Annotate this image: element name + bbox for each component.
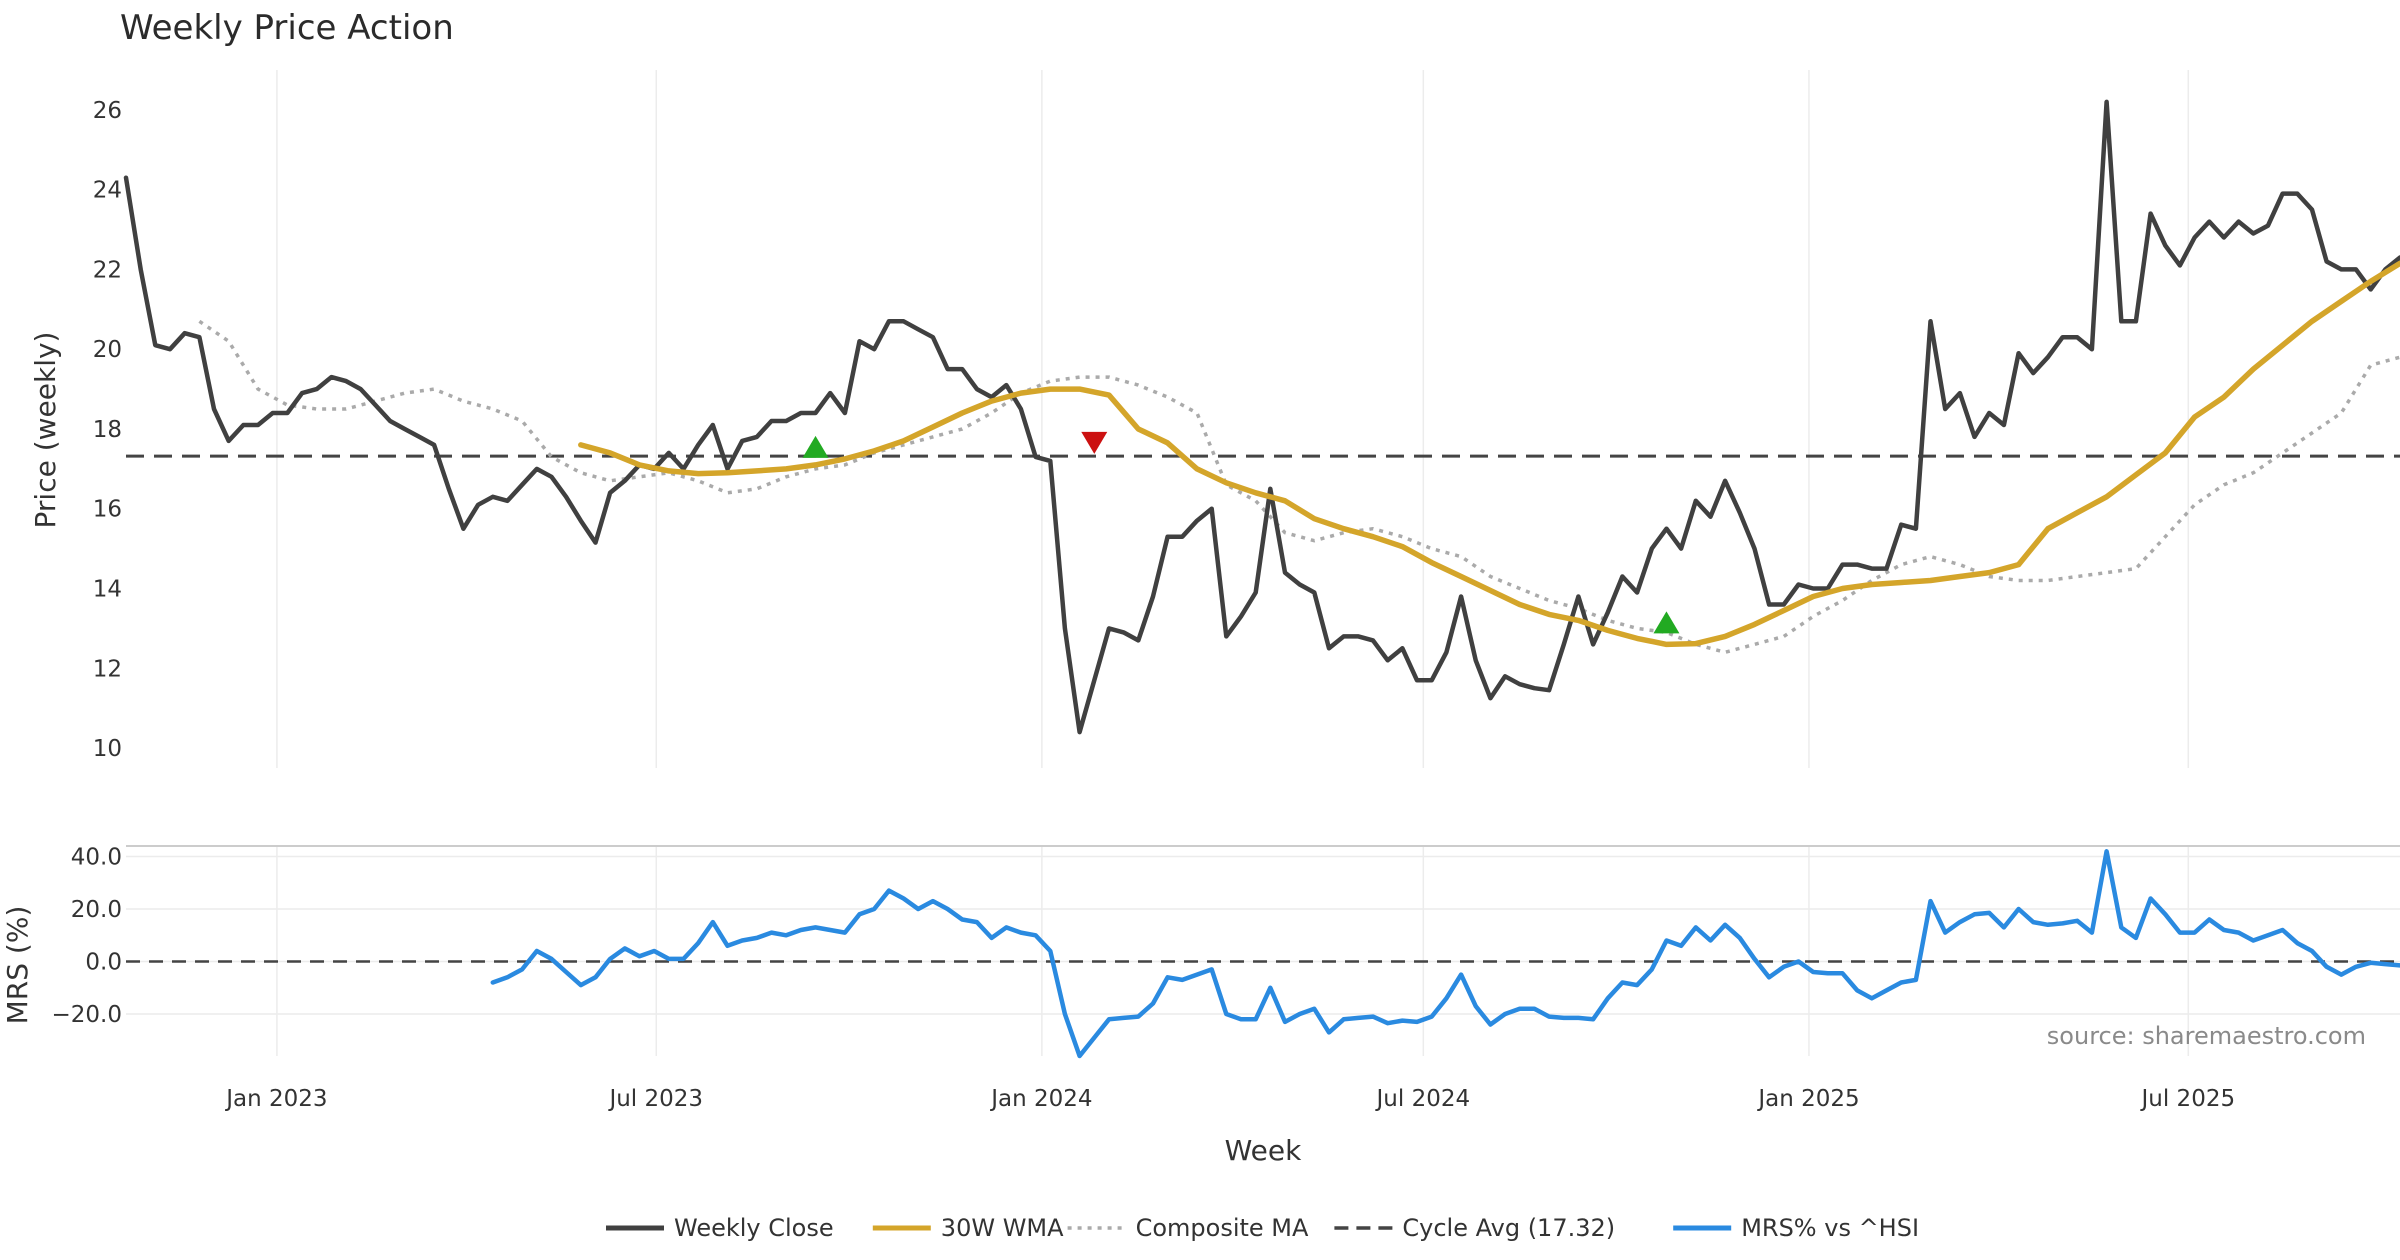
source-note: source: sharemaestro.com: [2047, 1022, 2366, 1050]
x-tick-label: Jan 2025: [1756, 1086, 1859, 1112]
mrs-y-tick-label: 20.0: [71, 897, 122, 923]
mrs-panel: Jan 2023 Jul 2023 Jan 2024 Jul 2024 Jan 2025…: [52, 845, 2400, 1112]
weekly-close-line: [123, 99, 2400, 735]
buy-signal-marker: [802, 435, 829, 458]
price-y-tick-label: 20: [93, 337, 122, 363]
price-y-tick-label: 14: [93, 577, 122, 603]
mrs-y-tick-label: 40.0: [71, 845, 122, 871]
composite-ma-line: [198, 319, 2400, 655]
price-y-tick-label: 12: [93, 656, 122, 682]
legend-label: 30W WMA: [941, 1214, 1064, 1242]
price-y-tick-label: 26: [93, 98, 122, 124]
wma-30w-line: [578, 260, 2400, 648]
mrs-y-tick-label: −20.0: [52, 1002, 122, 1028]
x-axis-label: Week: [1225, 1134, 1302, 1167]
price-y-tick-label: 24: [93, 178, 122, 204]
mrs-y-axis-label: MRS (%): [1, 906, 34, 1025]
legend-label: MRS% vs ^HSI: [1741, 1214, 1919, 1242]
price-y-tick-label: 22: [93, 257, 122, 283]
sell-signal-marker: [1081, 431, 1108, 454]
x-tick-label: Jul 2023: [607, 1086, 703, 1112]
x-tick-label: Jan 2023: [224, 1086, 327, 1112]
mrs-y-tick-label: 0.0: [85, 950, 122, 976]
mrs-line: [490, 849, 2400, 1059]
price-panel: 10 12 14 16 18 20 22 24 26: [93, 70, 2400, 768]
x-tick-label: Jan 2024: [989, 1086, 1092, 1112]
legend: Weekly Close 30W WMA Composite MA Cycle Avg…: [606, 1214, 1919, 1242]
price-y-axis-label: Price (weekly): [29, 332, 62, 529]
chart-title: Weekly Price Action: [120, 8, 454, 48]
legend-label: Weekly Close: [674, 1214, 834, 1242]
legend-label: Composite MA: [1136, 1214, 1309, 1242]
price-y-tick-label: 18: [93, 417, 122, 443]
x-tick-label: Jul 2024: [1375, 1086, 1471, 1112]
price-y-tick-label: 10: [93, 736, 122, 762]
buy-signal-marker: [1653, 611, 1680, 634]
legend-label: Cycle Avg (17.32): [1402, 1214, 1615, 1242]
x-tick-label: Jul 2025: [2140, 1086, 2236, 1112]
price-y-tick-label: 16: [93, 497, 122, 523]
